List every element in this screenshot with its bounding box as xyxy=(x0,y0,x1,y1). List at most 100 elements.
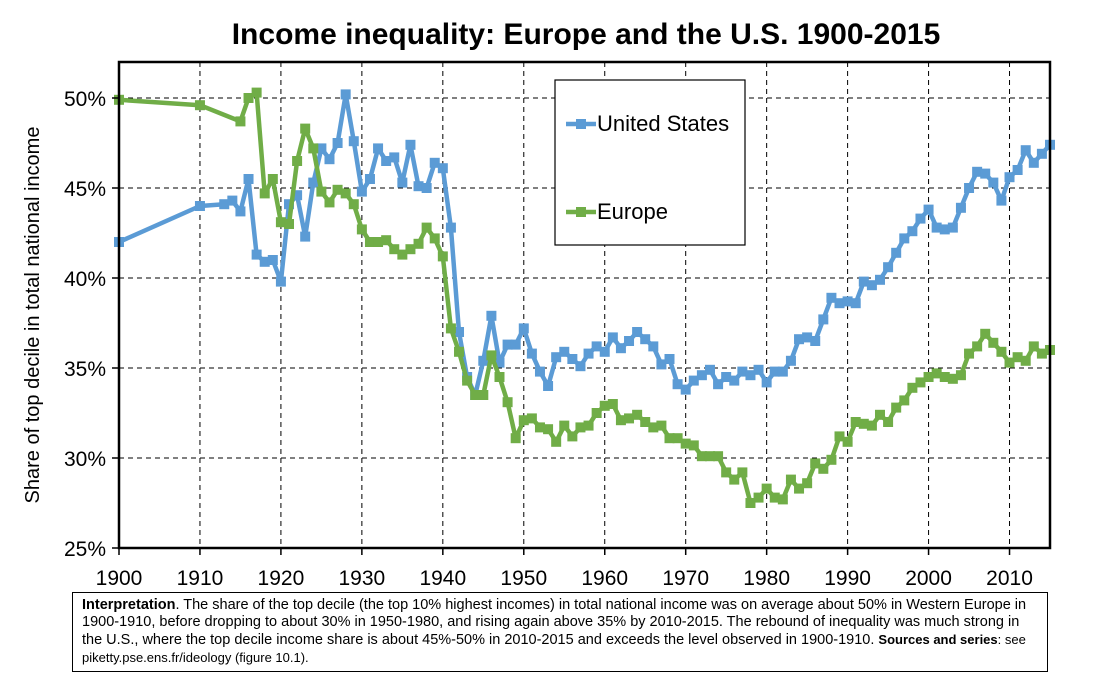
y-tick-labels: 25% 30% 35% 40% 45% 50% xyxy=(64,88,119,561)
x-tick-label: 1930 xyxy=(339,567,386,590)
data-point-europe xyxy=(1028,341,1039,352)
x-tick-label: 1970 xyxy=(662,567,709,590)
x-tick-label: 2010 xyxy=(986,567,1033,590)
legend-label-united-states: United States xyxy=(597,111,729,136)
data-point-europe xyxy=(696,451,707,462)
data-point-united-states xyxy=(842,296,853,307)
y-tick-label: 30% xyxy=(64,448,106,471)
data-point-europe xyxy=(389,244,400,255)
data-point-europe xyxy=(769,492,780,503)
x-tick-label: 2000 xyxy=(905,567,952,590)
data-point-united-states xyxy=(615,343,626,354)
data-point-europe xyxy=(599,400,610,411)
data-point-united-states xyxy=(624,336,635,346)
data-point-united-states xyxy=(567,354,578,364)
legend-item-united-states: United States xyxy=(566,111,729,136)
data-point-united-states xyxy=(802,332,813,343)
data-point-europe xyxy=(810,458,821,469)
data-point-europe xyxy=(624,413,635,424)
data-point-united-states xyxy=(251,249,262,260)
data-point-united-states xyxy=(389,152,400,163)
data-point-europe xyxy=(907,382,918,393)
data-point-united-states xyxy=(1012,165,1023,175)
data-point-europe xyxy=(510,433,521,444)
data-point-united-states xyxy=(1028,157,1039,168)
data-point-europe xyxy=(704,451,715,462)
data-point-united-states xyxy=(696,370,707,381)
data-point-united-states xyxy=(607,332,618,343)
data-point-united-states xyxy=(996,195,1007,206)
data-point-united-states xyxy=(235,206,246,217)
data-point-united-states xyxy=(599,346,610,357)
x-tick-label: 1920 xyxy=(258,567,305,590)
data-point-united-states xyxy=(721,372,732,382)
data-point-europe xyxy=(551,436,562,447)
data-point-europe xyxy=(559,420,570,431)
data-point-europe xyxy=(543,424,554,435)
data-point-united-states xyxy=(275,276,286,287)
data-point-europe xyxy=(688,440,699,451)
data-point-united-states xyxy=(769,366,780,377)
data-point-europe xyxy=(777,494,788,505)
data-point-united-states xyxy=(818,314,829,325)
chart: Income inequality: Europe and the U.S. 1… xyxy=(22,18,1055,590)
data-point-united-states xyxy=(1020,145,1031,156)
data-point-united-states xyxy=(713,379,724,390)
data-point-united-states xyxy=(785,355,796,366)
x-tick-label: 1960 xyxy=(581,567,628,590)
y-tick-label: 35% xyxy=(64,358,106,381)
data-point-united-states xyxy=(834,298,845,309)
data-point-united-states xyxy=(737,366,748,377)
data-point-united-states xyxy=(413,181,424,192)
legend: United States Europe xyxy=(554,79,746,246)
series-europe xyxy=(114,87,1055,508)
data-point-united-states xyxy=(931,222,942,233)
data-point-europe xyxy=(267,174,278,184)
data-point-europe xyxy=(972,341,983,352)
data-point-europe xyxy=(794,483,805,494)
data-point-europe xyxy=(1036,348,1047,359)
data-point-europe xyxy=(713,451,724,462)
data-point-europe xyxy=(891,402,902,413)
data-point-europe xyxy=(364,237,375,247)
data-point-united-states xyxy=(494,357,505,368)
data-point-united-states xyxy=(858,276,869,287)
data-point-united-states xyxy=(680,384,691,395)
data-point-united-states xyxy=(753,364,764,375)
data-point-united-states xyxy=(219,199,230,210)
x-tick-labels: 1900 1910 1920 1930 1940 1950 1960 1970 1980 1990… xyxy=(96,548,1033,590)
data-point-europe xyxy=(883,417,894,427)
data-point-europe xyxy=(486,350,497,361)
data-point-united-states xyxy=(486,310,497,321)
data-point-united-states xyxy=(308,177,319,188)
data-point-united-states xyxy=(656,359,667,370)
data-point-europe xyxy=(437,251,448,262)
data-point-europe xyxy=(866,420,877,431)
data-point-europe xyxy=(494,372,505,382)
data-point-europe xyxy=(1020,355,1031,366)
data-point-united-states xyxy=(332,138,343,148)
data-point-europe xyxy=(1004,357,1015,368)
data-point-united-states xyxy=(777,366,788,377)
data-point-united-states xyxy=(284,199,295,210)
data-point-europe xyxy=(413,238,424,249)
data-point-europe xyxy=(996,346,1007,357)
data-point-europe xyxy=(648,422,659,433)
data-point-united-states xyxy=(988,177,999,188)
data-point-europe xyxy=(632,409,643,420)
data-point-united-states xyxy=(429,157,440,168)
data-point-united-states xyxy=(810,336,821,346)
data-point-united-states xyxy=(534,366,545,377)
y-tick-label: 50% xyxy=(64,88,106,111)
data-point-united-states xyxy=(575,361,586,372)
data-point-europe xyxy=(332,184,343,195)
data-point-europe xyxy=(502,397,513,408)
data-point-europe xyxy=(284,219,295,229)
data-point-europe xyxy=(874,409,885,420)
data-point-united-states xyxy=(364,174,375,184)
data-point-europe xyxy=(826,454,837,465)
data-point-united-states xyxy=(356,186,367,197)
data-point-europe xyxy=(381,235,392,246)
x-tick-label: 1940 xyxy=(419,567,466,590)
data-point-europe xyxy=(591,408,602,418)
